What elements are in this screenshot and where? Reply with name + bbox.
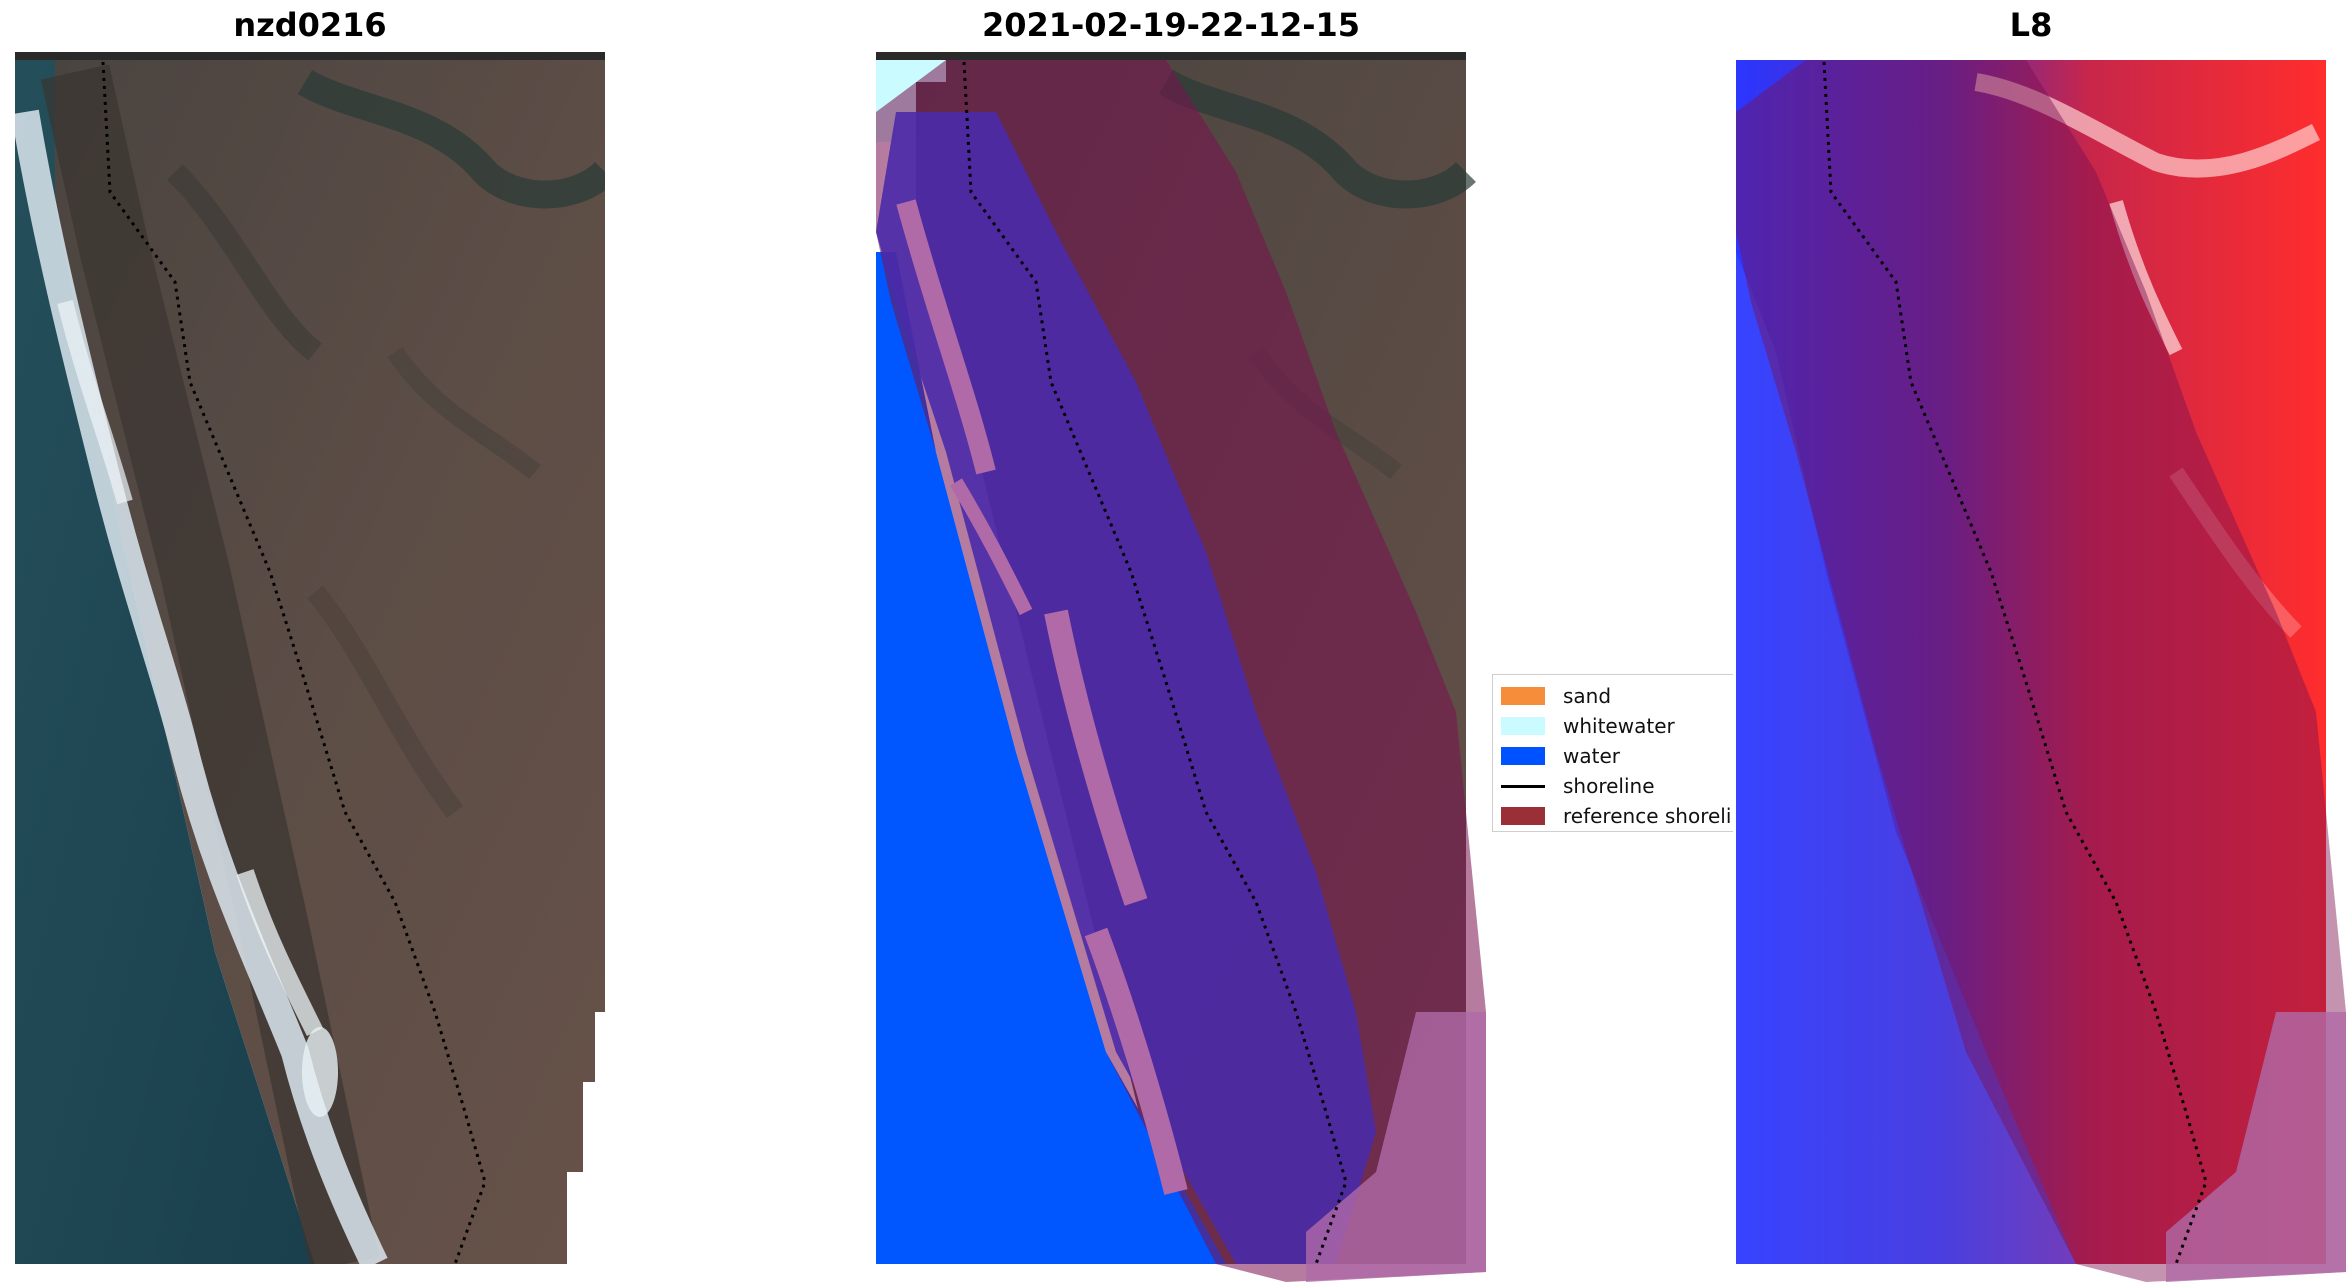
legend: sand whitewater water shoreline referenc… bbox=[1492, 674, 1733, 832]
rgb-satellite-image bbox=[15, 52, 605, 1264]
legend-item-water: water bbox=[1501, 743, 1620, 769]
water-swatch bbox=[1501, 747, 1545, 765]
classification-image bbox=[876, 52, 1486, 1282]
right-panel-title: L8 bbox=[2009, 6, 2053, 44]
legend-item-reference-shoreline: reference shoreli bbox=[1501, 803, 1731, 829]
shoreline-line bbox=[101, 61, 487, 1264]
legend-item-sand: sand bbox=[1501, 683, 1611, 709]
legend-label: whitewater bbox=[1563, 714, 1675, 738]
legend-item-whitewater: whitewater bbox=[1501, 713, 1675, 739]
water-class-region bbox=[876, 252, 1226, 1264]
legend-label: shoreline bbox=[1563, 774, 1655, 798]
sand-swatch bbox=[1501, 687, 1545, 705]
left-panel-title: nzd0216 bbox=[233, 6, 387, 44]
legend-label: sand bbox=[1563, 684, 1612, 708]
whitewater-swatch bbox=[1501, 717, 1545, 735]
middle-panel-title: 2021-02-19-22-12-15 bbox=[981, 6, 1361, 44]
legend-label: reference shoreli bbox=[1563, 804, 1732, 828]
legend-item-shoreline: shoreline bbox=[1501, 773, 1655, 799]
shoreline-swatch bbox=[1501, 784, 1545, 788]
reference-shoreline-swatch bbox=[1501, 807, 1545, 825]
legend-label: water bbox=[1563, 744, 1620, 768]
water-buffer-band bbox=[876, 112, 1376, 1264]
index-image bbox=[1736, 52, 2346, 1282]
